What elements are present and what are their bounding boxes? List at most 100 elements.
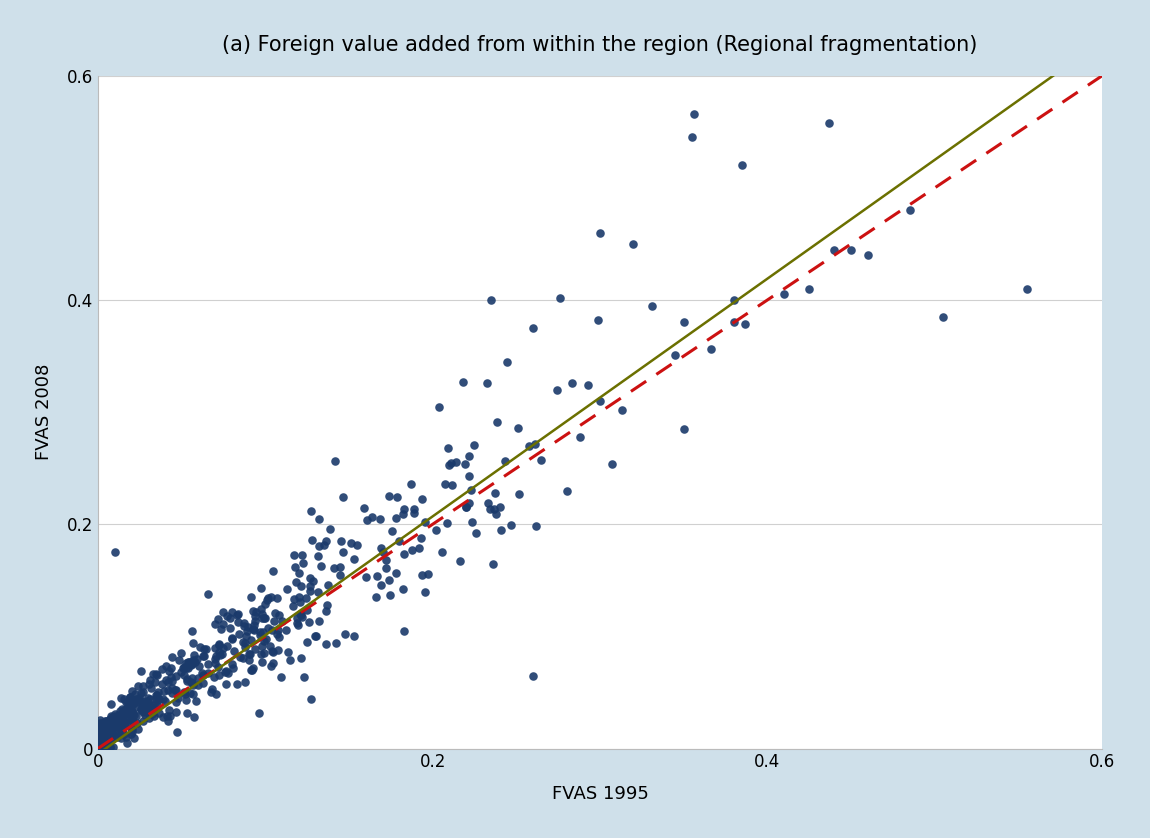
- Point: [245, 618, 263, 632]
- Point: [386, 566, 405, 580]
- Point: [95, 735, 114, 748]
- Point: [99, 722, 117, 735]
- Point: [460, 496, 478, 510]
- Point: [98, 718, 116, 732]
- Point: [228, 677, 246, 691]
- Point: [116, 702, 135, 716]
- Point: [177, 656, 196, 670]
- Point: [184, 711, 202, 724]
- Point: [309, 614, 328, 628]
- Point: [101, 732, 120, 746]
- Point: [181, 655, 199, 669]
- Point: [104, 732, 122, 745]
- Point: [144, 698, 162, 711]
- Point: [331, 535, 350, 548]
- Point: [820, 116, 838, 129]
- Point: [206, 649, 224, 663]
- Point: [179, 661, 198, 675]
- Point: [155, 685, 174, 698]
- Point: [130, 691, 148, 705]
- Point: [117, 696, 136, 709]
- Point: [336, 627, 354, 640]
- Point: [503, 519, 521, 532]
- Point: [291, 595, 309, 608]
- Point: [589, 313, 607, 326]
- Point: [91, 727, 109, 741]
- Point: [224, 644, 243, 658]
- Point: [91, 727, 109, 741]
- Point: [183, 657, 201, 670]
- Point: [123, 706, 141, 719]
- Point: [321, 523, 339, 536]
- Point: [161, 709, 179, 722]
- Point: [172, 665, 191, 679]
- Point: [292, 652, 311, 665]
- Point: [92, 734, 110, 747]
- Point: [105, 721, 123, 734]
- Point: [102, 724, 121, 737]
- Point: [147, 667, 166, 680]
- Point: [91, 722, 109, 736]
- Point: [108, 713, 126, 727]
- Point: [147, 689, 166, 702]
- Point: [139, 711, 158, 725]
- Point: [91, 741, 109, 754]
- Point: [255, 612, 274, 625]
- Point: [108, 717, 126, 731]
- Point: [482, 293, 500, 307]
- Point: [168, 725, 186, 738]
- Point: [273, 614, 291, 628]
- Point: [259, 593, 277, 607]
- Point: [94, 734, 113, 747]
- Point: [467, 526, 485, 540]
- Point: [148, 699, 167, 712]
- Point: [135, 685, 153, 699]
- Point: [126, 710, 145, 723]
- Point: [112, 732, 130, 745]
- Point: [269, 630, 288, 644]
- Point: [465, 438, 483, 452]
- Point: [116, 706, 135, 719]
- Point: [184, 636, 202, 649]
- Point: [286, 560, 305, 573]
- Point: [150, 692, 168, 706]
- Point: [269, 643, 288, 656]
- Point: [733, 158, 751, 172]
- Point: [105, 711, 123, 724]
- Point: [156, 660, 175, 673]
- Point: [300, 615, 319, 628]
- Point: [223, 657, 241, 670]
- Point: [261, 660, 279, 673]
- Point: [101, 712, 120, 726]
- Point: [121, 691, 139, 704]
- Point: [113, 711, 131, 725]
- Point: [159, 715, 177, 728]
- Point: [175, 668, 193, 681]
- Point: [122, 702, 140, 716]
- Point: [162, 661, 181, 675]
- Point: [192, 666, 210, 680]
- Point: [390, 535, 408, 548]
- Point: [454, 375, 473, 389]
- Point: [121, 707, 139, 721]
- Point: [102, 721, 121, 734]
- Point: [91, 724, 109, 737]
- Point: [293, 556, 312, 569]
- Point: [388, 490, 406, 504]
- Point: [110, 709, 129, 722]
- Y-axis label: FVAS 2008: FVAS 2008: [34, 364, 53, 460]
- Point: [386, 512, 405, 525]
- Point: [91, 734, 109, 747]
- Point: [220, 666, 238, 680]
- Point: [374, 546, 392, 559]
- Point: [167, 670, 185, 683]
- Point: [141, 706, 160, 719]
- Point: [288, 617, 306, 630]
- Point: [212, 648, 230, 661]
- Point: [412, 531, 430, 545]
- Point: [100, 737, 118, 750]
- Point: [377, 553, 396, 566]
- Point: [301, 693, 320, 706]
- Point: [95, 730, 114, 743]
- Point: [401, 478, 420, 491]
